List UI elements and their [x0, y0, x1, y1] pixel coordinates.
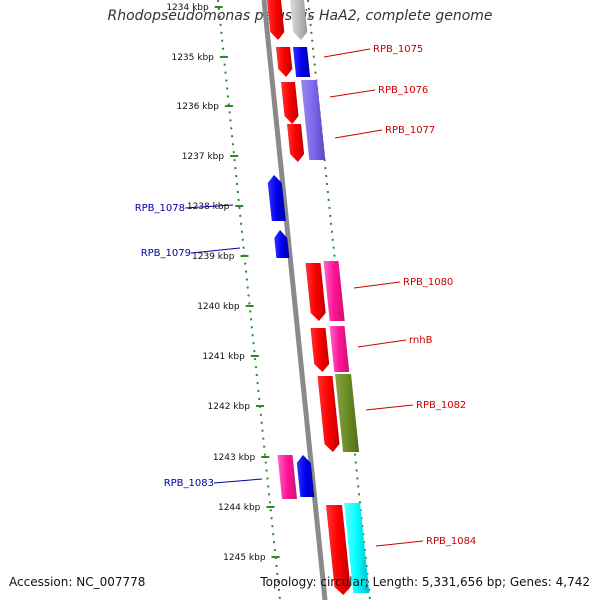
gene-label-leader — [184, 204, 234, 209]
ruler-tick-label: 1240 kbp — [197, 302, 240, 312]
ruler-tick-label: 1241 kbp — [202, 352, 245, 362]
gene-label-leader — [353, 281, 401, 289]
gene-feature[interactable] — [287, 124, 305, 162]
gene-label[interactable]: RPB_1080 — [403, 277, 453, 288]
ruler-tick-label: 1242 kbp — [208, 402, 251, 412]
gene-feature[interactable] — [296, 455, 315, 497]
gene-label[interactable]: RPB_1077 — [385, 125, 435, 136]
gene-feature[interactable] — [344, 503, 370, 593]
gene-label[interactable]: rnhB — [409, 335, 433, 346]
ruler-tick-label: 1234 kbp — [166, 3, 209, 13]
genome-backbone — [261, 0, 328, 600]
gene-feature[interactable] — [329, 326, 350, 372]
gene-feature[interactable] — [293, 47, 311, 77]
gene-feature[interactable] — [290, 0, 308, 40]
gene-feature[interactable] — [267, 0, 285, 40]
gene-label-leader — [190, 247, 241, 254]
gene-label-leader — [334, 129, 383, 139]
gene-label[interactable]: RPB_1078 — [135, 203, 185, 214]
gene-label[interactable]: RPB_1084 — [426, 536, 476, 547]
gene-feature[interactable] — [281, 82, 299, 124]
gene-label[interactable]: RPB_1076 — [378, 85, 428, 96]
gene-label-leader — [213, 478, 263, 484]
gene-label[interactable]: RPB_1079 — [141, 248, 191, 259]
gene-label-leader — [365, 404, 414, 411]
gene-label-leader — [357, 339, 407, 348]
gene-label-leader — [375, 540, 424, 547]
gene-feature[interactable] — [310, 328, 330, 372]
gene-feature[interactable] — [323, 261, 345, 321]
ruler-tick-label: 1237 kbp — [182, 152, 225, 162]
gene-feature[interactable] — [317, 376, 340, 452]
gene-label-leader — [323, 48, 371, 58]
gene-label[interactable]: RPB_1075 — [373, 44, 423, 55]
gene-feature[interactable] — [277, 455, 298, 499]
gene-feature[interactable] — [267, 175, 286, 221]
gene-label[interactable]: RPB_1083 — [164, 478, 214, 489]
ruler-tick-label: 1235 kbp — [171, 53, 214, 63]
gene-feature[interactable] — [335, 374, 360, 452]
ruler-tick-label: 1239 kbp — [192, 252, 235, 262]
ruler-tick-label: 1236 kbp — [177, 102, 220, 112]
ruler-tick-label: 1245 kbp — [223, 553, 266, 563]
gene-feature[interactable] — [301, 80, 326, 160]
gene-feature[interactable] — [305, 263, 326, 321]
accession-label: Accession: NC_007778 — [9, 575, 146, 589]
gene-feature[interactable] — [276, 47, 293, 77]
gene-label-leader — [329, 89, 376, 98]
ruler-tick-label: 1243 kbp — [213, 453, 256, 463]
gene-feature[interactable] — [274, 230, 290, 258]
ruler-tick-label: 1244 kbp — [218, 503, 261, 513]
gene-label[interactable]: RPB_1082 — [416, 400, 466, 411]
topology-label: Topology: circular; Length: 5,331,656 bp… — [260, 575, 590, 589]
gene-feature[interactable] — [326, 505, 351, 595]
